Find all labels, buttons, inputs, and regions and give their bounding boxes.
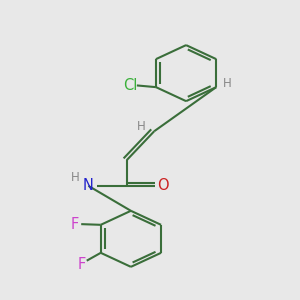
Text: N: N: [83, 178, 94, 194]
Text: Cl: Cl: [123, 78, 138, 93]
Text: H: H: [223, 77, 231, 90]
Text: F: F: [70, 217, 79, 232]
Text: O: O: [157, 178, 169, 194]
Text: H: H: [137, 120, 146, 133]
Text: F: F: [77, 257, 86, 272]
Text: H: H: [70, 171, 79, 184]
